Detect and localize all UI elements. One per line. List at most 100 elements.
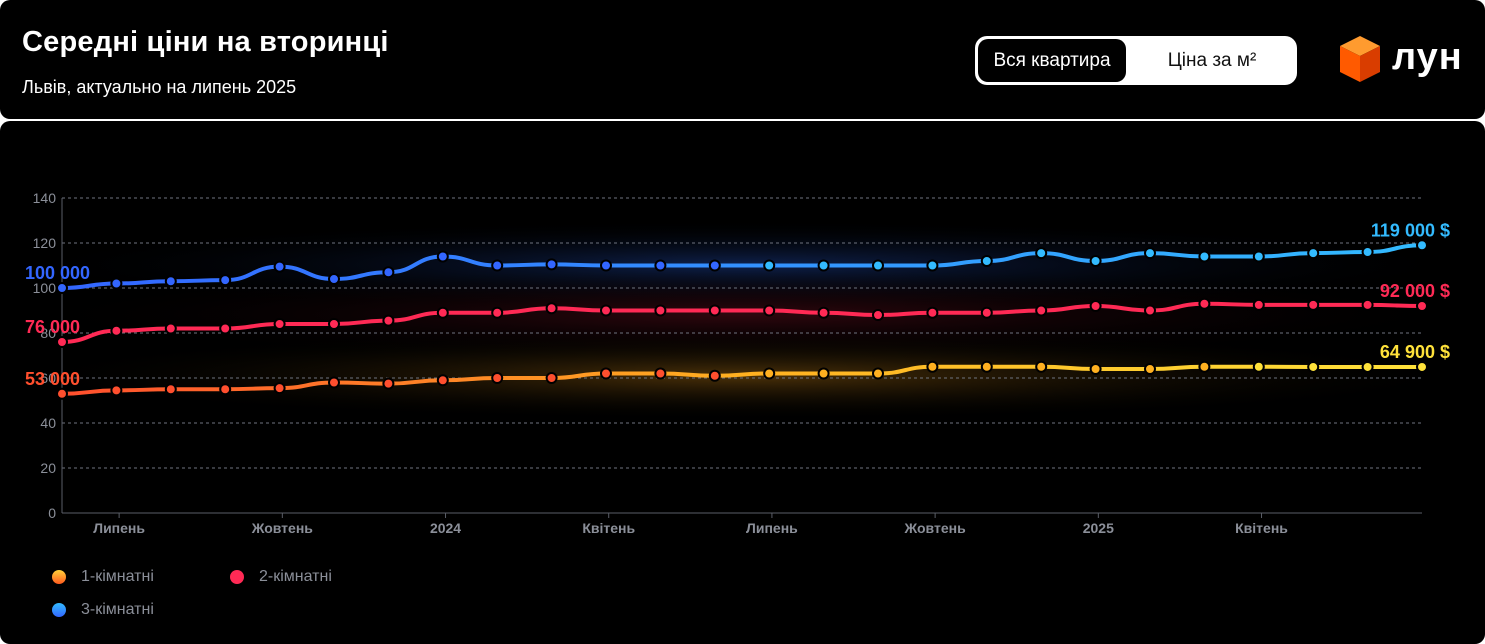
- data-point: [219, 274, 232, 287]
- data-point: [980, 306, 993, 319]
- data-point: [926, 306, 939, 319]
- data-point: [491, 259, 504, 272]
- y-tick-label: 60: [40, 370, 56, 386]
- data-point: [382, 377, 395, 390]
- data-point: [1252, 298, 1265, 311]
- x-tick-label: Жовтень: [904, 520, 967, 536]
- data-point: [110, 384, 123, 397]
- data-point: [1252, 250, 1265, 263]
- legend-dot-icon: [230, 570, 244, 584]
- data-point: [1035, 360, 1048, 373]
- page-subtitle: Львів, актуально на липень 2025: [22, 77, 297, 97]
- data-point: [1307, 298, 1320, 311]
- data-point: [1307, 247, 1320, 260]
- data-point: [817, 306, 830, 319]
- price-mode-toggle: Вся квартира Ціна за м²: [975, 36, 1297, 85]
- series-end-label: 92 000 $: [1380, 281, 1450, 301]
- data-point: [654, 259, 667, 272]
- data-point: [1252, 360, 1265, 373]
- data-point: [273, 260, 286, 273]
- data-point: [1416, 239, 1428, 252]
- x-tick-label: Жовтень: [251, 520, 314, 536]
- data-point: [980, 255, 993, 267]
- price-per-sqm-button[interactable]: Ціна за м²: [1167, 50, 1257, 71]
- x-tick-label: Липень: [746, 520, 798, 536]
- data-point: [382, 314, 395, 327]
- whole-apartment-button[interactable]: Вся квартира: [978, 39, 1126, 82]
- x-tick-label: Липень: [93, 520, 145, 536]
- legend-label: 2-кімнатні: [259, 568, 332, 585]
- data-point: [273, 318, 286, 330]
- lun-logo[interactable]: лун: [1338, 34, 1468, 86]
- data-point: [1198, 250, 1211, 263]
- data-point: [219, 322, 232, 335]
- data-point: [817, 259, 830, 272]
- series-end-label: 119 000 $: [1371, 220, 1450, 240]
- page-title: Середні ціни на вторинці: [22, 26, 389, 58]
- data-point: [654, 304, 667, 317]
- data-point: [545, 302, 558, 315]
- data-point: [1089, 255, 1102, 267]
- data-point: [1144, 363, 1156, 375]
- data-point: [708, 369, 721, 382]
- x-tick-label: 2024: [430, 520, 461, 536]
- data-point: [763, 259, 776, 272]
- data-point: [328, 318, 340, 330]
- x-tick-label: Квітень: [582, 520, 635, 536]
- data-point: [763, 367, 776, 380]
- data-point: [1416, 360, 1428, 373]
- legend-label: 1-кімнатні: [81, 568, 154, 585]
- data-point: [110, 277, 123, 290]
- data-point: [56, 387, 68, 400]
- data-point: [164, 322, 177, 335]
- data-point: [491, 372, 504, 384]
- data-point: [1089, 363, 1102, 375]
- data-point: [328, 273, 340, 285]
- line-chart: 0 20 40 60 80 100 120 140 Липень Жовтень 2024 Квіте…: [2, 190, 1482, 536]
- y-tick-label: 40: [40, 415, 56, 431]
- x-tick-label: Квітень: [1235, 520, 1288, 536]
- data-point: [545, 372, 558, 384]
- series-start-label: 100 000: [25, 263, 90, 283]
- data-point: [164, 275, 177, 288]
- data-point: [600, 367, 612, 380]
- data-point: [110, 324, 123, 337]
- data-point: [436, 374, 449, 387]
- data-point: [763, 304, 776, 317]
- data-point: [56, 336, 68, 348]
- data-point: [545, 258, 558, 271]
- logo-text: лун: [1392, 36, 1463, 78]
- series-line: [60, 364, 1424, 396]
- data-point: [491, 306, 504, 319]
- y-tick-label: 0: [48, 505, 56, 521]
- y-tick-label: 20: [40, 460, 56, 476]
- data-point: [1035, 247, 1048, 260]
- data-point: [1198, 360, 1211, 373]
- series-start-label: 76 000: [25, 317, 80, 337]
- data-point: [219, 383, 232, 396]
- orange-cube-icon: [1340, 36, 1380, 82]
- data-point: [164, 383, 177, 396]
- data-point: [436, 306, 449, 319]
- data-point: [1361, 298, 1374, 311]
- data-point: [328, 376, 340, 389]
- legend-dot-icon: [52, 603, 66, 617]
- data-point: [1144, 247, 1156, 260]
- chart-legend: 1-кімнатні 2-кімнатні 3-кімнатні: [52, 566, 452, 626]
- data-point: [708, 304, 721, 317]
- legend-dot-icon: [52, 570, 66, 584]
- data-point: [1198, 297, 1211, 310]
- data-point: [817, 367, 830, 380]
- series-start-label: 53 000: [25, 369, 80, 389]
- data-point: [926, 360, 939, 373]
- data-point: [1416, 300, 1428, 312]
- x-tick-label: 2025: [1083, 520, 1114, 536]
- data-point: [382, 266, 395, 279]
- legend-label: 3-кімнатні: [81, 601, 154, 618]
- data-point: [1307, 360, 1320, 373]
- data-point: [600, 304, 612, 317]
- data-point: [1144, 304, 1156, 317]
- data-point: [654, 367, 667, 380]
- data-point: [1089, 300, 1102, 312]
- data-point: [872, 259, 884, 272]
